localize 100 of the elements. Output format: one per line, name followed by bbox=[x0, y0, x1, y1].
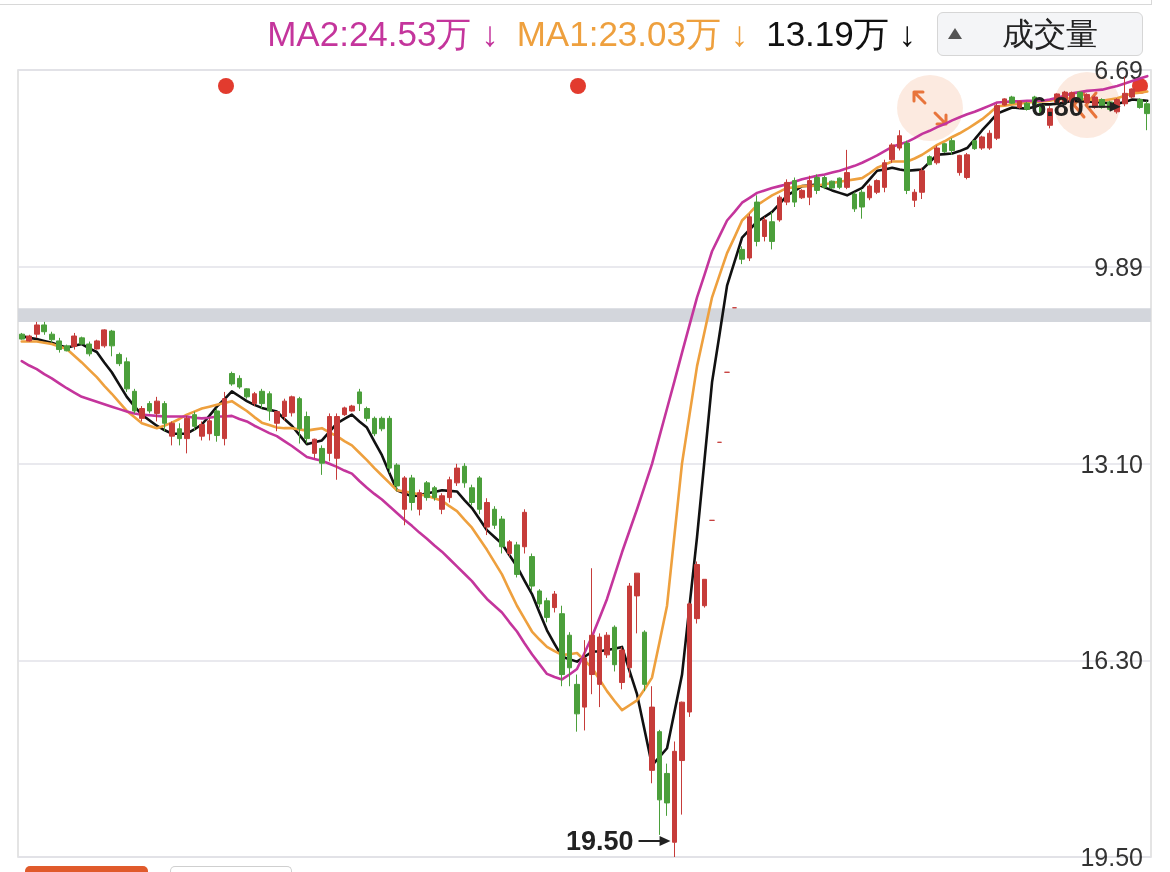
candlestick bbox=[484, 497, 490, 536]
candlestick bbox=[319, 444, 325, 476]
candlestick bbox=[214, 408, 220, 443]
candlestick bbox=[739, 245, 745, 265]
candlestick bbox=[897, 129, 902, 151]
y-tick-label: 9.89 bbox=[1094, 252, 1143, 281]
candlestick bbox=[514, 541, 520, 578]
candlestick bbox=[207, 417, 212, 441]
candlestick bbox=[432, 485, 437, 502]
candlestick bbox=[327, 412, 332, 462]
candlestick bbox=[837, 177, 842, 190]
candlestick bbox=[349, 404, 355, 413]
candlestick bbox=[469, 484, 475, 507]
candlestick bbox=[447, 476, 452, 504]
candlestick bbox=[109, 329, 115, 357]
candlestick bbox=[574, 674, 580, 733]
candlestick bbox=[762, 216, 767, 242]
candlestick bbox=[597, 632, 602, 708]
candlestick bbox=[957, 154, 962, 177]
candlestick bbox=[852, 191, 857, 213]
candlestick bbox=[147, 400, 152, 414]
candlestick bbox=[544, 597, 550, 623]
candlestick bbox=[454, 463, 460, 487]
candlestick bbox=[124, 357, 130, 393]
candlestick bbox=[672, 741, 677, 858]
candlestick bbox=[492, 505, 497, 530]
y-tick-label: 6.69 bbox=[1094, 56, 1143, 84]
candlestick bbox=[702, 578, 707, 609]
candlestick bbox=[814, 173, 820, 195]
candlestick bbox=[1024, 101, 1030, 112]
candlestick bbox=[664, 763, 670, 817]
candlestick bbox=[56, 337, 62, 354]
candlestick bbox=[874, 178, 880, 195]
candlestick bbox=[619, 646, 625, 690]
candlestick bbox=[604, 631, 610, 659]
candlestick bbox=[499, 515, 505, 554]
candlestick bbox=[1002, 97, 1007, 107]
candlestick bbox=[477, 475, 482, 515]
candlestick bbox=[387, 415, 392, 474]
candlestick bbox=[642, 629, 647, 692]
candlestick bbox=[822, 175, 827, 190]
candlestick bbox=[747, 213, 752, 262]
candlestick bbox=[844, 149, 850, 190]
candlestick bbox=[582, 639, 587, 731]
candlestick bbox=[612, 624, 617, 672]
y-tick-label: 13.10 bbox=[1080, 449, 1143, 478]
candlestick bbox=[979, 135, 985, 151]
candlestick bbox=[462, 462, 467, 489]
candlestick bbox=[364, 406, 370, 422]
candlestick bbox=[372, 416, 377, 437]
candlestick bbox=[919, 167, 925, 200]
candlestick bbox=[634, 572, 640, 634]
candlestick bbox=[192, 411, 197, 432]
candlestick bbox=[972, 139, 977, 151]
candlestick bbox=[949, 137, 955, 156]
candlestick bbox=[402, 475, 407, 526]
text: MA2:24.53万 ↓ bbox=[267, 12, 499, 55]
candlestick bbox=[1009, 95, 1015, 105]
candlestick bbox=[34, 321, 40, 339]
candlestick bbox=[934, 145, 940, 166]
candlestick bbox=[334, 412, 340, 481]
candlestick bbox=[252, 391, 257, 407]
candlestick bbox=[41, 321, 47, 336]
candlestick bbox=[687, 602, 692, 718]
candlestick bbox=[19, 332, 25, 341]
candlestick bbox=[274, 410, 280, 432]
annotation: 19.50 bbox=[565, 826, 634, 856]
candlestick bbox=[304, 411, 310, 445]
candlestick bbox=[867, 183, 872, 201]
candlestick bbox=[987, 129, 992, 151]
candlestick bbox=[522, 508, 527, 554]
candlestick bbox=[244, 387, 250, 400]
text: 13.19万 ↓ bbox=[766, 12, 916, 55]
candlestick bbox=[312, 438, 317, 459]
candlestick bbox=[792, 177, 797, 208]
candlestick bbox=[649, 685, 655, 784]
candlestick bbox=[177, 422, 182, 446]
candlestick bbox=[409, 474, 415, 511]
candlestick bbox=[994, 103, 1000, 141]
candlestick bbox=[829, 180, 835, 190]
candlestick bbox=[439, 492, 445, 515]
candlestick bbox=[199, 420, 205, 441]
candlestick bbox=[529, 553, 535, 592]
candlestick bbox=[799, 188, 805, 200]
candlestick bbox=[394, 462, 400, 492]
candlestick bbox=[904, 140, 910, 195]
dropdown-button: 成交量 bbox=[937, 12, 1143, 56]
candlestick bbox=[777, 194, 782, 223]
candlestick bbox=[139, 405, 145, 422]
candlestick bbox=[567, 631, 572, 687]
candlestick bbox=[627, 582, 632, 679]
candlestick bbox=[222, 391, 227, 446]
candlestick bbox=[784, 178, 790, 206]
candlestick bbox=[657, 729, 662, 836]
candlestick bbox=[342, 406, 347, 417]
candlestick bbox=[769, 211, 775, 250]
candlestick bbox=[537, 588, 542, 609]
candlestick bbox=[424, 480, 430, 502]
candlestick bbox=[64, 344, 70, 352]
candlestick bbox=[859, 188, 865, 220]
